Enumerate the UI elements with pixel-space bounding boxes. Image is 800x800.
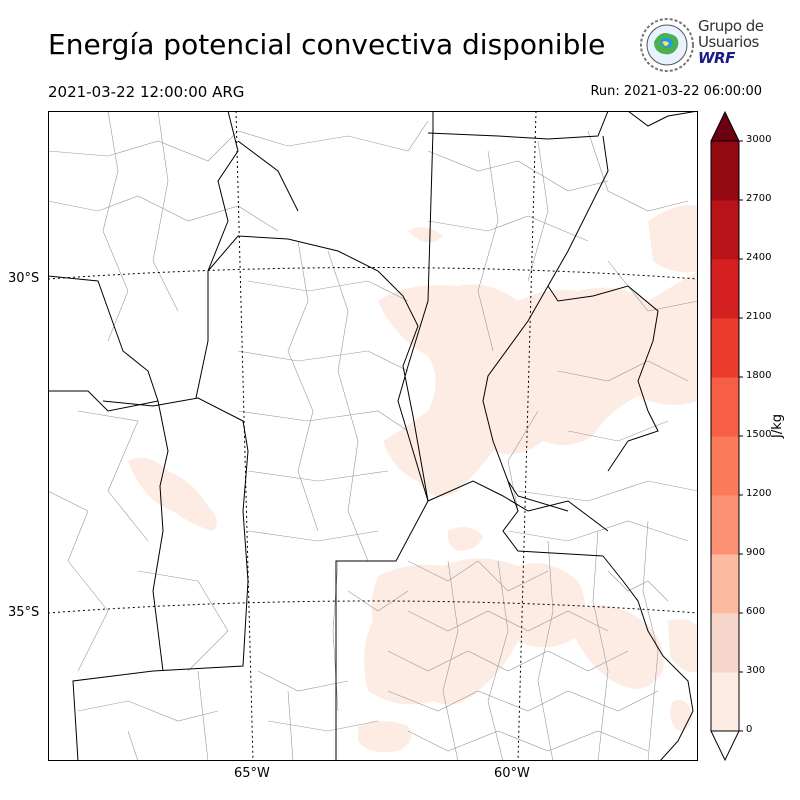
colorbar-band [711,436,739,496]
colorbar-tick-label: 900 [746,547,766,558]
lat-label-30s: 30°S [8,271,40,286]
logo-line-1: Grupo de [698,17,764,35]
colorbar-tick-label: 0 [746,724,753,735]
lon-label-60w: 60°W [494,766,530,781]
colorbar-band [711,554,739,614]
cape-map [48,111,698,761]
colorbar-tick-label: 1500 [746,429,772,440]
colorbar-band [711,495,739,555]
colorbar-band [711,259,739,319]
logo-line-3: WRF [698,49,735,67]
colorbar [710,110,743,762]
colorbar-tick-label: 1200 [746,488,772,499]
map-frame [48,111,698,761]
colorbar-tick-label: 2400 [746,252,772,263]
wrf-logo: Grupo de Usuarios WRF [638,16,768,74]
colorbar-extend-min [710,730,740,762]
colorbar-band [711,141,739,201]
colorbar-ticks [739,140,743,732]
colorbar-band [711,200,739,260]
colorbar-band [711,672,739,732]
colorbar-extend-max [710,110,740,142]
colorbar-segments [711,141,739,732]
colorbar-band [711,318,739,378]
colorbar-tick-label: 600 [746,606,766,617]
valid-time: 2021-03-22 12:00:00 ARG [48,83,245,101]
colorbar-tick-label: 1800 [746,370,772,381]
logo-line-2: Usuarios [698,33,759,51]
colorbar-tick-label: 3000 [746,134,772,145]
colorbar-tick-label: 2700 [746,193,772,204]
province-borders [48,111,698,761]
logo-text: Grupo de Usuarios WRF [698,18,764,66]
lon-label-65w: 65°W [234,766,270,781]
colorbar-band [711,613,739,673]
lat-label-35s: 35°S [8,605,40,620]
colorbar-unit: J/kg [770,414,785,438]
logo-globe-icon [640,18,694,72]
graticule [48,111,698,761]
colorbar-band [711,377,739,437]
colorbar-tick-label: 2100 [746,311,772,322]
department-borders [48,111,698,761]
cape-shading [128,205,698,753]
run-time: Run: 2021-03-22 06:00:00 [590,84,762,99]
map-title: Energía potencial convectiva disponible [48,28,606,61]
colorbar-tick-label: 300 [746,665,766,676]
